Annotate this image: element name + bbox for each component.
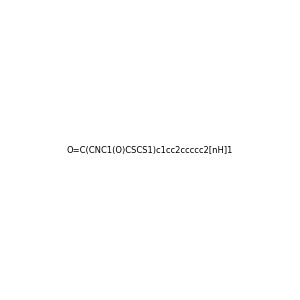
Text: O=C(CNC1(O)CSCS1)c1cc2ccccc2[nH]1: O=C(CNC1(O)CSCS1)c1cc2ccccc2[nH]1 — [67, 146, 233, 154]
